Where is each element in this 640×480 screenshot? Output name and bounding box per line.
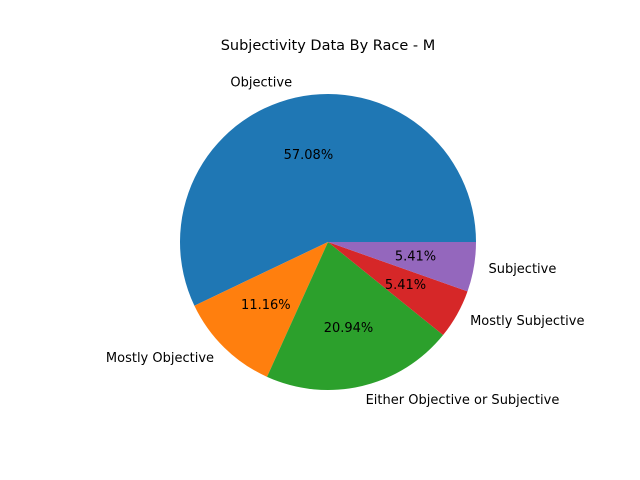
slice-mostly-subjective	[328, 242, 468, 336]
slice-label-mostly-objective: Mostly Objective	[106, 351, 214, 366]
slice-mostly-objective	[194, 242, 328, 377]
slice-either-objective-or-subjective	[267, 242, 444, 391]
slice-percent-subjective: 5.41%	[395, 250, 436, 265]
slice-label-either-objective-or-subjective: Either Objective or Subjective	[366, 393, 560, 408]
chart-title: Subjectivity Data By Race - M	[221, 38, 436, 54]
slice-objective	[180, 94, 476, 306]
slice-percent-objective: 57.08%	[284, 148, 334, 163]
slice-percent-either-objective-or-subjective: 20.94%	[324, 321, 374, 336]
pie-labels: Objective 57.08% Mostly Objective 11.16% Eit…	[106, 76, 585, 408]
pie-slices	[180, 94, 476, 391]
slice-label-subjective: Subjective	[488, 262, 556, 277]
slice-percent-mostly-objective: 11.16%	[241, 298, 291, 313]
slice-percent-mostly-subjective: 5.41%	[385, 278, 426, 293]
slice-label-objective: Objective	[230, 76, 292, 91]
slice-label-mostly-subjective: Mostly Subjective	[470, 314, 584, 329]
slice-subjective	[328, 242, 476, 292]
